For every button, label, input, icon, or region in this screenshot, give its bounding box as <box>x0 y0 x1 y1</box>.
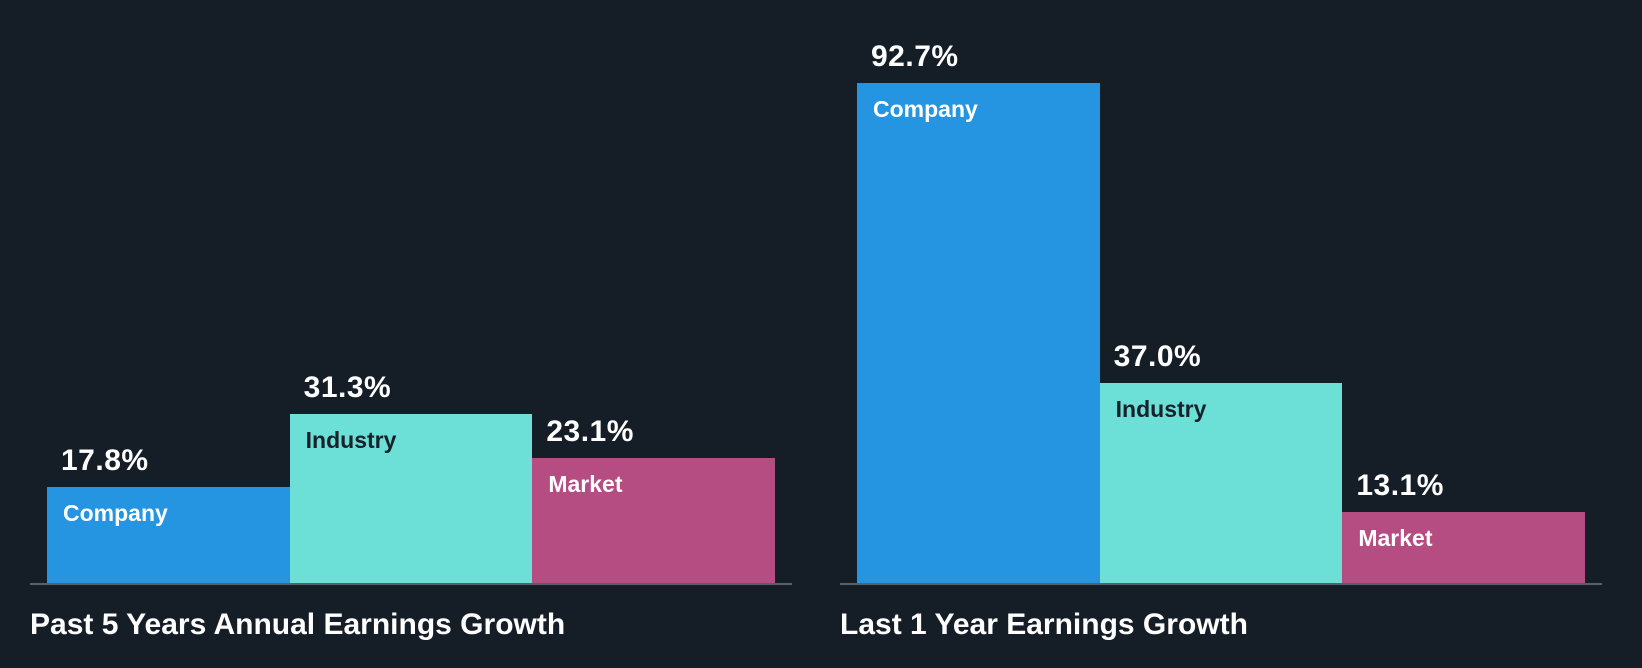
value-label: 92.7% <box>871 40 959 73</box>
value-label: 37.0% <box>1113 340 1202 373</box>
value-label: 17.8% <box>61 444 149 477</box>
value-label: 31.3% <box>303 371 392 404</box>
plot-area: 17.8% Company 31.3% Industry 23.1% Market <box>30 0 792 585</box>
bar-company: 92.7% Company <box>857 40 1100 583</box>
category-label: Industry <box>305 427 397 453</box>
value-label: 13.1% <box>1356 469 1444 502</box>
bar-market: 23.1% Market <box>532 415 776 583</box>
chart-title: Past 5 Years Annual Earnings Growth <box>30 608 566 641</box>
category-label: Market <box>548 471 623 497</box>
last-1-year-earnings-growth-chart: 92.7% Company 37.0% Industry 13.1% Market Las… <box>840 0 1602 668</box>
bar-company: 17.8% Company <box>47 444 290 583</box>
x-axis-line <box>840 583 1602 585</box>
bar-market: 13.1% Market <box>1342 469 1586 583</box>
bars: 17.8% Company 31.3% Industry 23.1% Market <box>47 0 776 583</box>
x-axis-line <box>30 583 792 585</box>
category-label: Industry <box>1115 396 1207 422</box>
bars: 92.7% Company 37.0% Industry 13.1% Market <box>857 0 1586 583</box>
plot-area: 92.7% Company 37.0% Industry 13.1% Market <box>840 0 1602 585</box>
bar-industry: 31.3% Industry <box>289 371 533 583</box>
value-label: 23.1% <box>546 415 634 448</box>
past-5-years-earnings-growth-chart: 17.8% Company 31.3% Industry 23.1% Market Pas… <box>30 0 792 668</box>
category-label: Company <box>873 96 978 122</box>
chart-title: Last 1 Year Earnings Growth <box>840 608 1248 641</box>
category-label: Market <box>1358 525 1433 551</box>
bar-industry: 37.0% Industry <box>1099 340 1343 583</box>
category-label: Company <box>63 500 168 526</box>
